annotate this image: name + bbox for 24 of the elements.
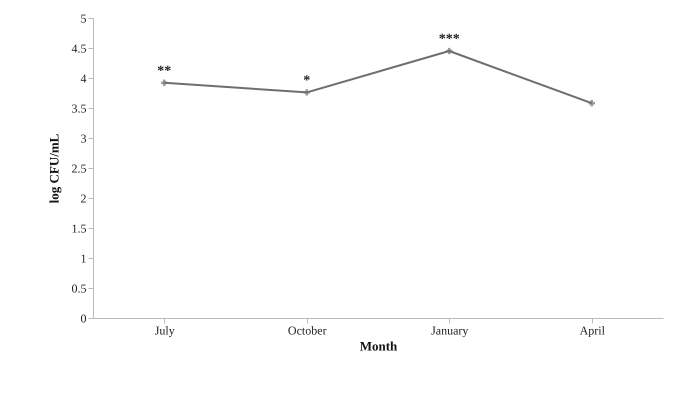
y-tick-label: 1 [80, 252, 86, 266]
y-tick-label: 4.5 [72, 42, 86, 56]
y-tick-label: 3.5 [72, 102, 86, 116]
y-tick-label: 4 [80, 72, 86, 86]
annotation: ** [157, 64, 172, 79]
annotation: * [303, 73, 310, 88]
y-tick-label: 2 [80, 192, 86, 206]
point [588, 100, 595, 106]
y-tick-label: 2.5 [72, 162, 86, 176]
x-tick-label: October [288, 324, 327, 338]
y-tick-label: 0.5 [72, 282, 86, 296]
x-axis-title: Month [360, 338, 398, 354]
y-tick-label: 3 [80, 132, 86, 146]
point [446, 48, 452, 54]
y-tick-label: 0 [80, 312, 86, 326]
y-tick-label: 5 [80, 12, 86, 26]
point [161, 80, 168, 86]
x-tick-label: April [580, 324, 606, 338]
point [304, 89, 310, 96]
annotation: *** [438, 32, 460, 47]
y-tick-label: 1.5 [72, 222, 86, 236]
y-axis-title: log CFU/mL [46, 133, 62, 204]
x-tick-label: January [431, 324, 468, 338]
x-tick-label: July [154, 324, 175, 338]
